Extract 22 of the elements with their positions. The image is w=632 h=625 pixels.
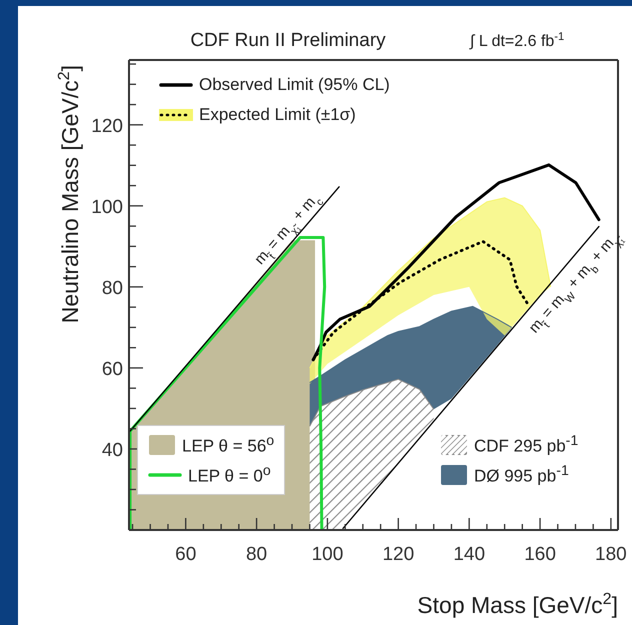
y-tick-label: 100 (91, 196, 123, 218)
y-tick-label: 40 (102, 440, 123, 461)
chart-subtitle: ∫ L dt=2.6 fb$^{-1}$ (469, 31, 564, 50)
legend-label: Observed Limit (95% CL) (199, 75, 390, 95)
x-axis-title: Stop Mass [GeV/c$^{2}$] (417, 590, 618, 618)
legend-label: LEP θ = 0$^{o}$ (188, 463, 271, 487)
x-tick-label: 160 (524, 544, 556, 565)
x-tick-label: 120 (382, 544, 414, 565)
legend-label: Expected Limit (±1σ) (199, 105, 356, 125)
x-tick-label: 60 (175, 544, 196, 565)
y-tick-label: 60 (102, 358, 123, 380)
y-tick-label: 80 (102, 278, 123, 299)
line-series (309, 378, 434, 427)
x-tick-label: 100 (312, 544, 344, 565)
chart-title: CDF Run II Preliminary (190, 30, 386, 51)
legend-label: LEP θ = 56$^{o}$ (182, 433, 274, 457)
y-tick-label: 120 (91, 116, 123, 137)
x-tick-label: 180 (595, 544, 627, 565)
x-tick-label: 140 (453, 544, 486, 565)
legend-label: CDF 295 pb$^{-1}$ (474, 433, 578, 457)
legend-label: DØ 995 pb$^{-1}$ (474, 463, 569, 487)
x-tick-label: 80 (246, 544, 268, 565)
